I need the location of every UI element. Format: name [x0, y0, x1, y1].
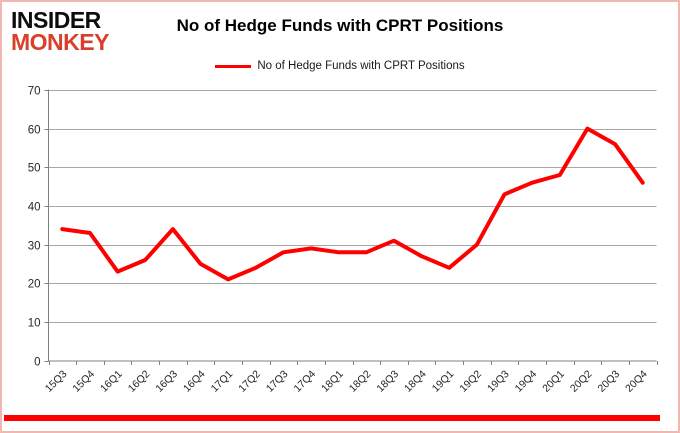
x-axis-label: 15Q4	[70, 368, 97, 395]
x-axis-label: 16Q1	[98, 368, 125, 395]
x-axis-label: 20Q2	[568, 368, 595, 395]
insider-monkey-logo: INSIDER MONKEY	[11, 7, 109, 55]
x-axis-label: 18Q1	[319, 368, 346, 395]
y-axis-label: 0	[34, 357, 40, 369]
x-axis-label: 17Q2	[236, 368, 263, 395]
y-axis-label: 40	[28, 202, 41, 214]
logo-text-insider: INSIDER	[11, 7, 101, 33]
logo-text-monkey: MONKEY	[11, 28, 109, 55]
x-axis-label: 19Q3	[485, 368, 512, 395]
legend: No of Hedge Funds with CPRT Positions	[2, 60, 678, 72]
x-axis-label: 18Q2	[347, 368, 374, 395]
legend-line-swatch-icon	[215, 64, 252, 68]
x-axis-label: 16Q2	[126, 368, 153, 395]
x-axis-label: 20Q1	[540, 368, 567, 395]
y-axis-label: 70	[28, 86, 41, 98]
y-axis-label: 20	[28, 279, 41, 291]
chart-title: No of Hedge Funds with CPRT Positions	[176, 16, 504, 35]
data-line-series	[60, 126, 645, 282]
y-axis-label: 50	[28, 163, 41, 175]
y-axis-label: 10	[28, 318, 41, 330]
x-axis-label: 18Q3	[374, 368, 401, 395]
x-axis-label: 19Q4	[513, 368, 540, 395]
x-axis-label: 17Q3	[264, 368, 291, 395]
bottom-red-bar	[4, 415, 660, 421]
x-axis-label: 18Q4	[402, 368, 429, 395]
x-axis-label: 15Q3	[43, 368, 70, 395]
x-axis-label: 17Q1	[209, 368, 236, 395]
x-axis-label: 17Q4	[292, 368, 319, 395]
legend-label: No of Hedge Funds with CPRT Positions	[257, 60, 465, 72]
x-axis-label: 19Q1	[430, 368, 457, 395]
y-axis-label: 60	[28, 125, 41, 137]
y-axis-label: 30	[28, 241, 41, 253]
x-axis-label: 19Q2	[457, 368, 484, 395]
x-axis-label: 16Q4	[181, 368, 208, 395]
x-axis-label: 20Q3	[596, 368, 623, 395]
title-block: No of Hedge Funds with CPRT Positions	[2, 16, 678, 36]
x-axis-label: 16Q3	[153, 368, 180, 395]
x-axis-label: 20Q4	[623, 368, 650, 395]
